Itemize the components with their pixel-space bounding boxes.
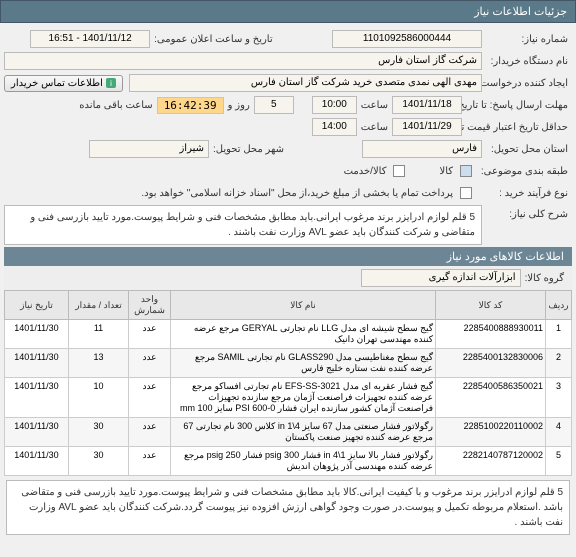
- svg-text:i: i: [110, 79, 112, 88]
- requester-label: ایجاد کننده درخواست:: [482, 78, 572, 89]
- goods-section-header: اطلاعات کالاهای مورد نیاز: [4, 247, 572, 266]
- th-name: نام کالا: [171, 291, 436, 320]
- announce-label: تاریخ و ساعت اعلان عمومی:: [150, 34, 277, 45]
- th-code: کد کالا: [436, 291, 546, 320]
- countdown-timer: 16:42:39: [157, 97, 224, 114]
- cell-date: 1401/11/30: [5, 418, 69, 447]
- province-label: استان محل تحویل:: [482, 144, 572, 155]
- remain-days-num: 5: [254, 96, 294, 114]
- remain-suffix: ساعت باقی مانده: [75, 100, 156, 111]
- city-value: شیراز: [89, 140, 209, 158]
- th-qty: تعداد / مقدار: [69, 291, 129, 320]
- cell-unit: عدد: [129, 320, 171, 349]
- cell-idx: 4: [546, 418, 572, 447]
- table-row[interactable]: 12285400888930011گیج سطح شیشه ای مدل LLG…: [5, 320, 572, 349]
- cell-date: 1401/11/30: [5, 447, 69, 476]
- cell-date: 1401/11/30: [5, 320, 69, 349]
- checkbox-service[interactable]: [393, 165, 405, 177]
- cat-goods-label: کالا: [435, 166, 457, 177]
- cell-qty: 30: [69, 447, 129, 476]
- contact-buyer-label: اطلاعات تماس خریدار: [11, 78, 103, 89]
- goods-section-title: اطلاعات کالاهای مورد نیاز: [447, 251, 564, 263]
- description-box: 5 قلم لوازم ادرایزر برند مرغوب ایرانی.با…: [4, 205, 482, 245]
- cell-idx: 2: [546, 349, 572, 378]
- deadline-time: 10:00: [312, 96, 357, 114]
- goods-group-row: گروه کالا: ابزارآلات اندازه گیری: [4, 266, 572, 290]
- deadline-date: 1401/11/18: [392, 96, 462, 114]
- group-value: ابزارآلات اندازه گیری: [361, 269, 521, 287]
- cat-service-label: کالا/خدمت: [340, 166, 391, 177]
- cell-name: گیج سطح مغناطیسی مدل GLASS290 نام تجارتی…: [171, 349, 436, 378]
- cell-unit: عدد: [129, 378, 171, 418]
- cell-idx: 5: [546, 447, 572, 476]
- purchase-note: پرداخت تمام یا بخشی از مبلغ خرید،از محل …: [4, 188, 457, 199]
- cell-idx: 3: [546, 378, 572, 418]
- purchase-type-label: نوع فرآیند خرید :: [472, 188, 572, 199]
- cell-name: رگولاتور فشار بالا سایز in 4\1 فشار psig…: [171, 447, 436, 476]
- cell-name: رگولاتور فشار صنعتی مدل 67 سایز in 1\4 ک…: [171, 418, 436, 447]
- cell-unit: عدد: [129, 447, 171, 476]
- info-icon: i: [106, 78, 116, 88]
- panel-header: جزئیات اطلاعات نیاز: [0, 0, 576, 23]
- cell-name: گیج سطح شیشه ای مدل LLG نام تجارتی GERYA…: [171, 320, 436, 349]
- contact-buyer-button[interactable]: i اطلاعات تماس خریدار: [4, 75, 123, 92]
- city-label: شهر محل تحویل:: [209, 144, 288, 155]
- valid-date: 1401/11/29: [392, 118, 462, 136]
- announce-value: 1401/11/12 - 16:51: [30, 30, 150, 48]
- org-label: نام دستگاه خریدار:: [482, 56, 572, 67]
- need-no-value: 1101092586000444: [332, 30, 482, 48]
- cell-qty: 11: [69, 320, 129, 349]
- cell-code: 2285400132830006: [436, 349, 546, 378]
- checkbox-goods[interactable]: [460, 165, 472, 177]
- cell-qty: 30: [69, 418, 129, 447]
- time-label-1: ساعت: [357, 100, 392, 111]
- group-label: گروه کالا:: [521, 273, 568, 284]
- category-label: طبقه بندی موضوعی:: [472, 166, 572, 177]
- table-row[interactable]: 22285400132830006گیج سطح مغناطیسی مدل GL…: [5, 349, 572, 378]
- cell-code: 2285400586350021: [436, 378, 546, 418]
- valid-time: 14:00: [312, 118, 357, 136]
- need-no-label: شماره نیاز:: [482, 34, 572, 45]
- table-row[interactable]: 52282140787120002رگولاتور فشار بالا سایز…: [5, 447, 572, 476]
- cell-name: گیج فشار عقربه ای مدل EFS-SS-3021 نام تج…: [171, 378, 436, 418]
- cell-code: 2285100220110002: [436, 418, 546, 447]
- desc-label: شرح کلی نیاز:: [482, 205, 572, 220]
- th-date: تاریخ نیاز: [5, 291, 69, 320]
- time-label-2: ساعت: [357, 122, 392, 133]
- cell-unit: عدد: [129, 349, 171, 378]
- valid-from-label: حداقل تاریخ اعتبار قیمت تا تاریخ:: [462, 122, 572, 133]
- footer-note: 5 قلم لوازم ادرایزر برند مرغوب و با کیفی…: [6, 480, 570, 535]
- deadline-label: مهلت ارسال پاسخ: تا تاریخ:: [462, 100, 572, 111]
- requester-value: مهدی الهی نمدی متصدی خرید شرکت گاز استان…: [129, 74, 482, 92]
- cell-code: 2282140787120002: [436, 447, 546, 476]
- remain-days-label: روز و: [224, 100, 254, 111]
- checkbox-purchase[interactable]: [460, 187, 472, 199]
- table-row[interactable]: 32285400586350021گیج فشار عقربه ای مدل E…: [5, 378, 572, 418]
- items-table: ردیف کد کالا نام کالا واحد شمارش تعداد /…: [4, 290, 572, 476]
- panel-title: جزئیات اطلاعات نیاز: [474, 6, 567, 18]
- org-value: شرکت گاز استان فارس: [4, 52, 482, 70]
- cell-qty: 10: [69, 378, 129, 418]
- form-body: شماره نیاز: 1101092586000444 تاریخ و ساع…: [0, 23, 576, 541]
- table-header-row: ردیف کد کالا نام کالا واحد شمارش تعداد /…: [5, 291, 572, 320]
- cell-code: 2285400888930011: [436, 320, 546, 349]
- th-idx: ردیف: [546, 291, 572, 320]
- cell-date: 1401/11/30: [5, 378, 69, 418]
- cell-unit: عدد: [129, 418, 171, 447]
- cell-date: 1401/11/30: [5, 349, 69, 378]
- table-row[interactable]: 42285100220110002رگولاتور فشار صنعتی مدل…: [5, 418, 572, 447]
- cell-idx: 1: [546, 320, 572, 349]
- th-unit: واحد شمارش: [129, 291, 171, 320]
- province-value: فارس: [362, 140, 482, 158]
- cell-qty: 13: [69, 349, 129, 378]
